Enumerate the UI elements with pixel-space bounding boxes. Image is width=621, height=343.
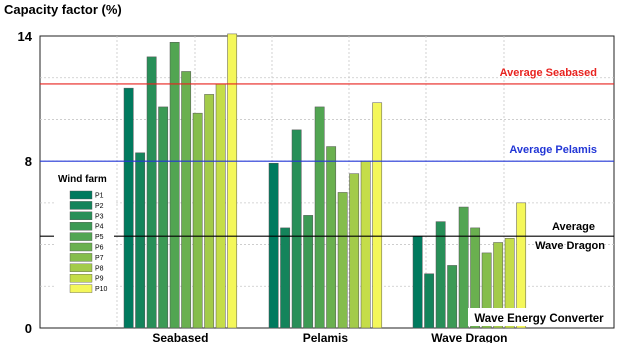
reference-line-label: Average Seabased — [500, 67, 597, 79]
legend-swatch-p10 — [69, 284, 93, 293]
bar-p6 — [326, 146, 337, 329]
bar-p4 — [303, 215, 314, 329]
y-axis-label: Capacity factor (%) — [4, 2, 122, 17]
bar-p8 — [349, 173, 360, 329]
bar-p3 — [291, 129, 302, 329]
bar-p9 — [215, 83, 226, 329]
bar-p2 — [135, 152, 146, 329]
legend-swatch-p9 — [69, 274, 93, 283]
bar-p3 — [146, 56, 157, 329]
category-label: Pelamis — [303, 331, 349, 343]
x-axis-label: Wave Energy Converter — [474, 313, 604, 325]
bar-p5 — [169, 42, 180, 329]
legend-swatch-p7 — [69, 253, 93, 262]
legend-title: Wind farm — [58, 174, 107, 185]
legend-label-p2: P2 — [95, 203, 104, 210]
y-tick-label: 8 — [25, 154, 32, 169]
bar-p9 — [504, 238, 515, 329]
bar-p5 — [458, 206, 469, 329]
legend-label-p9: P9 — [95, 276, 104, 283]
legend-label-p5: P5 — [95, 234, 104, 241]
bar-p7 — [337, 192, 348, 329]
reference-line-label: Wave Dragon — [535, 240, 605, 252]
legend-label-p1: P1 — [95, 193, 104, 200]
category-label: Wave Dragon — [431, 331, 507, 343]
bar-p10 — [372, 102, 383, 329]
bar-p9 — [360, 160, 371, 329]
legend-label-p4: P4 — [95, 224, 104, 231]
legend-swatch-p8 — [69, 263, 93, 272]
bar-p8 — [493, 242, 504, 329]
legend-label-p7: P7 — [95, 255, 104, 262]
legend-swatch-p5 — [69, 232, 93, 241]
bar-p6 — [181, 71, 192, 329]
legend-swatch-p4 — [69, 221, 93, 231]
legend-label-p10: P10 — [95, 286, 108, 293]
bar-p10 — [516, 202, 527, 329]
legend-label-p3: P3 — [95, 213, 104, 220]
reference-line-label: Average — [552, 221, 595, 233]
legend-swatch-p2 — [69, 201, 93, 210]
bar-p1 — [412, 235, 423, 329]
bar-p10 — [227, 33, 238, 329]
category-label: Seabased — [152, 331, 208, 343]
legend-swatch-p1 — [69, 190, 93, 200]
bar-p1 — [123, 87, 134, 329]
bar-p4 — [447, 265, 458, 329]
bar-p2 — [280, 227, 291, 329]
legend-label-p6: P6 — [95, 245, 104, 252]
bar-p1 — [268, 162, 279, 329]
bar-p7 — [481, 252, 492, 329]
legend-label-p8: P8 — [95, 265, 104, 272]
bar-p4 — [158, 106, 169, 329]
bar-p5 — [314, 106, 325, 329]
legend-swatch-p6 — [69, 242, 93, 252]
y-tick-label: 14 — [18, 29, 33, 44]
bar-p2 — [424, 273, 435, 329]
bar-p8 — [204, 94, 215, 329]
bar-p3 — [435, 221, 446, 329]
bar-p6 — [470, 227, 481, 329]
reference-line-label: Average Pelamis — [509, 144, 597, 156]
legend-swatch-p3 — [69, 211, 93, 221]
y-tick-label: 0 — [25, 321, 32, 336]
bar-p7 — [192, 112, 203, 329]
x-axis-label-box — [468, 308, 610, 326]
